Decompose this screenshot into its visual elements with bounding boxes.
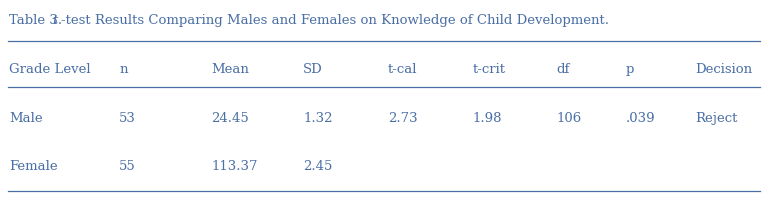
- Text: 113.37: 113.37: [211, 160, 258, 173]
- Text: t: t: [52, 14, 58, 27]
- Text: Mean: Mean: [211, 63, 249, 76]
- Text: Reject: Reject: [695, 112, 737, 125]
- Text: p: p: [626, 63, 634, 76]
- Text: t-cal: t-cal: [388, 63, 417, 76]
- Text: Male: Male: [9, 112, 43, 125]
- Text: 53: 53: [119, 112, 136, 125]
- Text: .039: .039: [626, 112, 656, 125]
- Text: n: n: [119, 63, 127, 76]
- Text: -test Results Comparing Males and Females on Knowledge of Child Development.: -test Results Comparing Males and Female…: [61, 14, 609, 27]
- Text: Female: Female: [9, 160, 58, 173]
- Text: 55: 55: [119, 160, 136, 173]
- Text: 2.73: 2.73: [388, 112, 418, 125]
- Text: 1.98: 1.98: [472, 112, 502, 125]
- Text: Grade Level: Grade Level: [9, 63, 91, 76]
- Text: 106: 106: [557, 112, 582, 125]
- Text: t-crit: t-crit: [472, 63, 505, 76]
- Text: Table 3.: Table 3.: [9, 14, 67, 27]
- Text: 2.45: 2.45: [303, 160, 333, 173]
- Text: 1.32: 1.32: [303, 112, 333, 125]
- Text: SD: SD: [303, 63, 323, 76]
- Text: Decision: Decision: [695, 63, 752, 76]
- Text: 24.45: 24.45: [211, 112, 249, 125]
- Text: df: df: [557, 63, 570, 76]
